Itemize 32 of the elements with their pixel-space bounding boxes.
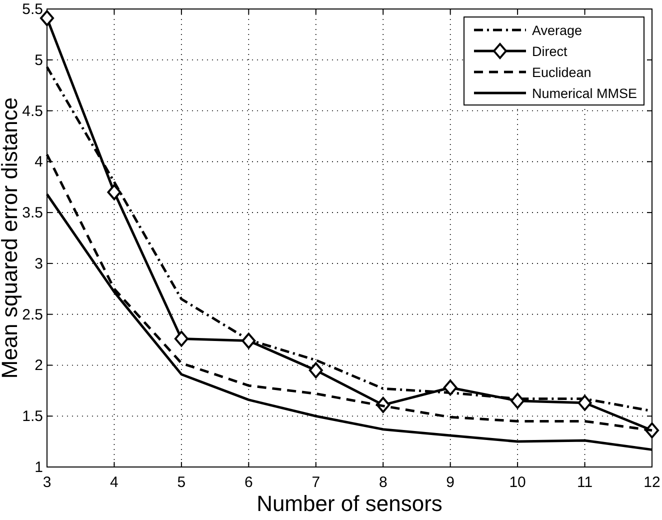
- x-axis-title: Number of sensors: [256, 491, 442, 516]
- x-tick-label: 6: [244, 474, 253, 491]
- x-tick-label: 10: [509, 474, 526, 491]
- y-tick-label: 1: [34, 459, 43, 476]
- legend-label: Euclidean: [532, 65, 592, 80]
- x-tick-label: 11: [576, 474, 593, 491]
- y-tick-label: 5.5: [22, 1, 43, 18]
- point: [242, 332, 256, 349]
- y-tick-label: 2.5: [22, 306, 43, 324]
- point: [443, 380, 458, 396]
- x-tick-label: 12: [644, 474, 660, 491]
- y-tick-label: 3.5: [22, 204, 43, 222]
- x-tick-label: 9: [446, 474, 455, 491]
- y-axis-title: Mean squared error distance: [0, 97, 22, 379]
- legend-label: Average: [532, 23, 582, 38]
- point: [578, 394, 592, 411]
- x-tick-label: 4: [110, 474, 118, 491]
- x-tick-label: 5: [177, 474, 186, 491]
- y-tick-label: 4.5: [22, 102, 43, 120]
- point: [174, 330, 188, 347]
- point: [510, 392, 525, 409]
- y-tick-label: 2: [34, 357, 43, 374]
- x-tick-label: 7: [312, 474, 320, 491]
- legend-label: Direct: [532, 44, 568, 59]
- y-tick-label: 5: [34, 52, 43, 69]
- y-tick-label: 3: [34, 255, 43, 272]
- point: [107, 184, 122, 200]
- point: [308, 362, 323, 378]
- legend-label: Numerical MMSE: [532, 86, 638, 101]
- y-tick-label: 4: [34, 154, 43, 171]
- y-tick-label: 1.5: [22, 408, 43, 426]
- x-tick-label: 8: [378, 474, 388, 491]
